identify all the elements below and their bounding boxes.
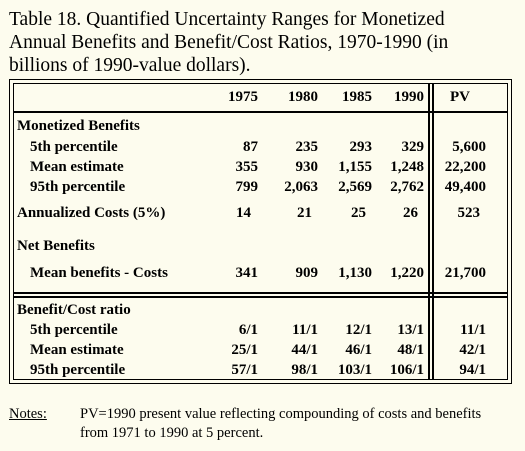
net-row-value-1990: 1,220 <box>390 265 424 281</box>
costs-row-value-1980: 21 <box>297 205 312 221</box>
benefits-row-2-value-1980: 930 <box>295 159 319 175</box>
ratio-section-divider-bottom <box>13 296 508 298</box>
benefits-row-3-value-1985: 2,569 <box>338 179 372 195</box>
title-line-3: billions of 1990-value dollars). <box>9 55 251 76</box>
notes-line-1: PV=1990 present value reflecting compoun… <box>80 406 482 422</box>
net-row-value-1980: 909 <box>295 265 319 281</box>
net-row-label: Mean benefits - Costs <box>30 265 168 281</box>
benefits-row-2-value-1990: 1,248 <box>390 159 424 175</box>
benefits-row-3-value-pv: 49,400 <box>444 179 486 195</box>
column-header-1975: 1975 <box>228 89 258 105</box>
benefits-row-2-value-pv: 22,200 <box>444 159 486 175</box>
notes-label: Notes: <box>9 406 47 422</box>
costs-row-value-1990: 26 <box>403 205 418 221</box>
column-header-1990: 1990 <box>394 89 424 105</box>
costs-row-label: Annualized Costs (5%) <box>17 205 166 221</box>
section-label-benefit-cost-ratio: Benefit/Cost ratio <box>17 302 131 318</box>
benefits-row-1-value-1985: 293 <box>349 139 373 155</box>
costs-row-value-pv: 523 <box>457 205 481 221</box>
ratio-row-2-value-1985: 46/1 <box>345 342 372 358</box>
ratio-row-2-value-1990: 48/1 <box>397 342 424 358</box>
benefits-row-2-label: Mean estimate <box>30 159 124 175</box>
costs-row-value-1975: 14 <box>236 205 251 221</box>
benefits-row-1-value-1990: 329 <box>401 139 425 155</box>
ratio-section-divider-top <box>13 292 508 294</box>
ratio-row-3-value-1985: 103/1 <box>337 362 372 378</box>
header-divider <box>13 111 508 113</box>
ratio-row-3-label: 95th percentile <box>30 362 126 378</box>
benefits-row-1-value-pv: 5,600 <box>452 139 486 155</box>
benefits-row-1-value-1975: 87 <box>243 139 258 155</box>
benefits-row-3-label: 95th percentile <box>30 179 126 195</box>
section-label-monetized-benefits: Monetized Benefits <box>17 118 140 134</box>
benefits-row-1-label: 5th percentile <box>30 139 118 155</box>
benefits-row-3-value-1975: 799 <box>235 179 259 195</box>
section-label-net-benefits: Net Benefits <box>17 238 95 254</box>
notes-line-2: from 1971 to 1990 at 5 percent. <box>80 425 264 441</box>
column-header-1980: 1980 <box>288 89 318 105</box>
column-header-pv: PV <box>450 89 470 105</box>
ratio-row-1-value-1985: 12/1 <box>345 322 372 338</box>
benefits-row-3-value-1990: 2,762 <box>390 179 424 195</box>
costs-row-value-1985: 25 <box>351 205 366 221</box>
net-row-value-1975: 341 <box>235 265 259 281</box>
ratio-row-2-value-1980: 44/1 <box>291 342 318 358</box>
ratio-row-1-value-1975: 6/1 <box>238 322 258 338</box>
ratio-row-3-value-1980: 98/1 <box>291 362 318 378</box>
net-row-value-1985: 1,130 <box>338 265 372 281</box>
table-inner-border <box>13 83 508 380</box>
ratio-row-3-value-1990: 106/1 <box>389 362 424 378</box>
pv-column-divider-left <box>428 83 430 380</box>
ratio-row-1-label: 5th percentile <box>30 322 118 338</box>
benefits-row-3-value-1980: 2,063 <box>284 179 318 195</box>
net-row-value-pv: 21,700 <box>444 265 486 281</box>
table-outer-border <box>9 79 512 384</box>
title-line-1: Table 18. Quantified Uncertainty Ranges … <box>9 9 445 30</box>
ratio-row-3-value-pv: 94/1 <box>459 362 486 378</box>
ratio-row-1-value-1990: 13/1 <box>397 322 424 338</box>
notes-text: PV=1990 present value reflecting compoun… <box>80 405 520 443</box>
pv-column-divider-right <box>432 83 434 380</box>
ratio-row-1-value-1980: 11/1 <box>292 322 318 338</box>
table-title: Table 18. Quantified Uncertainty Ranges … <box>9 8 519 77</box>
column-header-1985: 1985 <box>342 89 372 105</box>
ratio-row-2-label: Mean estimate <box>30 342 124 358</box>
ratio-row-3-value-1975: 57/1 <box>231 362 258 378</box>
ratio-row-2-value-pv: 42/1 <box>459 342 486 358</box>
ratio-row-2-value-1975: 25/1 <box>231 342 258 358</box>
title-line-2: Annual Benefits and Benefit/Cost Ratios,… <box>9 32 449 53</box>
benefits-row-1-value-1980: 235 <box>295 139 319 155</box>
ratio-row-1-value-pv: 11/1 <box>460 322 486 338</box>
benefits-row-2-value-1985: 1,155 <box>338 159 372 175</box>
benefits-row-2-value-1975: 355 <box>235 159 259 175</box>
